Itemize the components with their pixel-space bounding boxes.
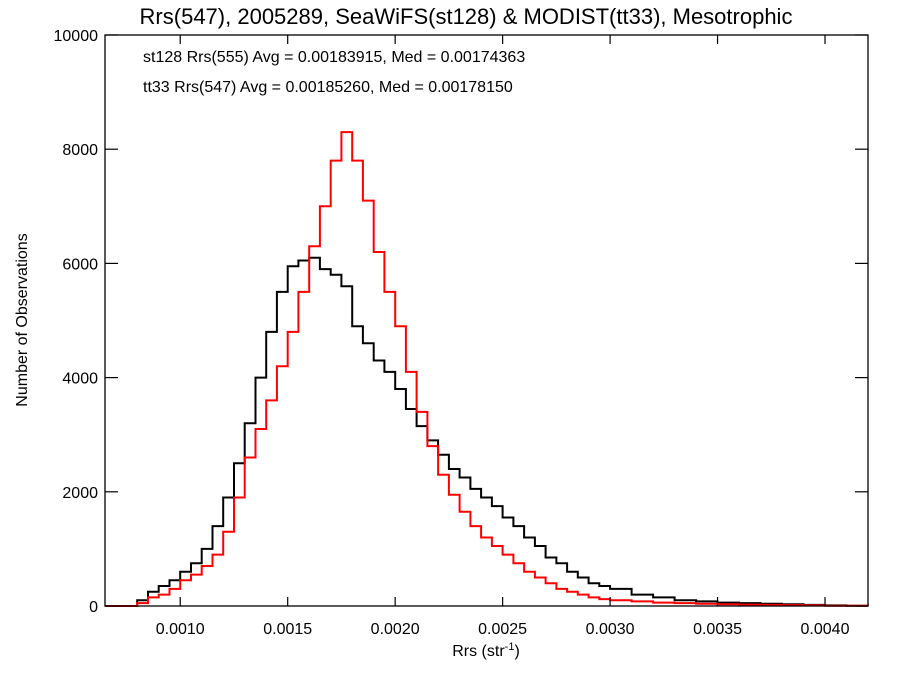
series-layer (105, 131, 869, 607)
series-line-1 (105, 131, 869, 607)
x-tick-label: 0.0035 (693, 621, 742, 638)
y-tick-label: 8000 (62, 142, 98, 159)
x-tick-label: 0.0010 (156, 621, 205, 638)
x-tick-label: 0.0015 (263, 621, 312, 638)
plot-frame (104, 34, 869, 607)
y-tick-label: 2000 (62, 485, 98, 502)
x-tick-label: 0.0040 (801, 621, 850, 638)
ticks-layer: 0.0010 0.0015 0.0020 0.0025 0.0030 0.0035 0.00… (54, 28, 868, 638)
chart-title: Rrs(547), 2005289, SeaWiFS(st128) & MODI… (140, 4, 793, 29)
y-tick-label: 0 (89, 599, 98, 616)
y-tick-label: 6000 (62, 256, 98, 273)
annotation-modis: tt33 Rrs(547) Avg = 0.00185260, Med = 0.… (143, 79, 513, 96)
y-tick-label: 10000 (54, 28, 99, 45)
x-tick-label: 0.0030 (586, 621, 635, 638)
y-tick-label: 4000 (62, 371, 98, 388)
x-axis-label-main: Rrs (str (452, 643, 505, 660)
x-axis-label-sup: -1 (505, 641, 515, 653)
x-tick-label: 0.0025 (478, 621, 527, 638)
y-axis-label: Number of Observations (14, 233, 31, 406)
x-axis-label-end: ) (514, 643, 519, 660)
x-axis-label: Rrs (str-1) (452, 641, 520, 660)
annotation-seawifs: st128 Rrs(555) Avg = 0.00183915, Med = 0… (143, 49, 525, 66)
x-tick-label: 0.0020 (371, 621, 420, 638)
